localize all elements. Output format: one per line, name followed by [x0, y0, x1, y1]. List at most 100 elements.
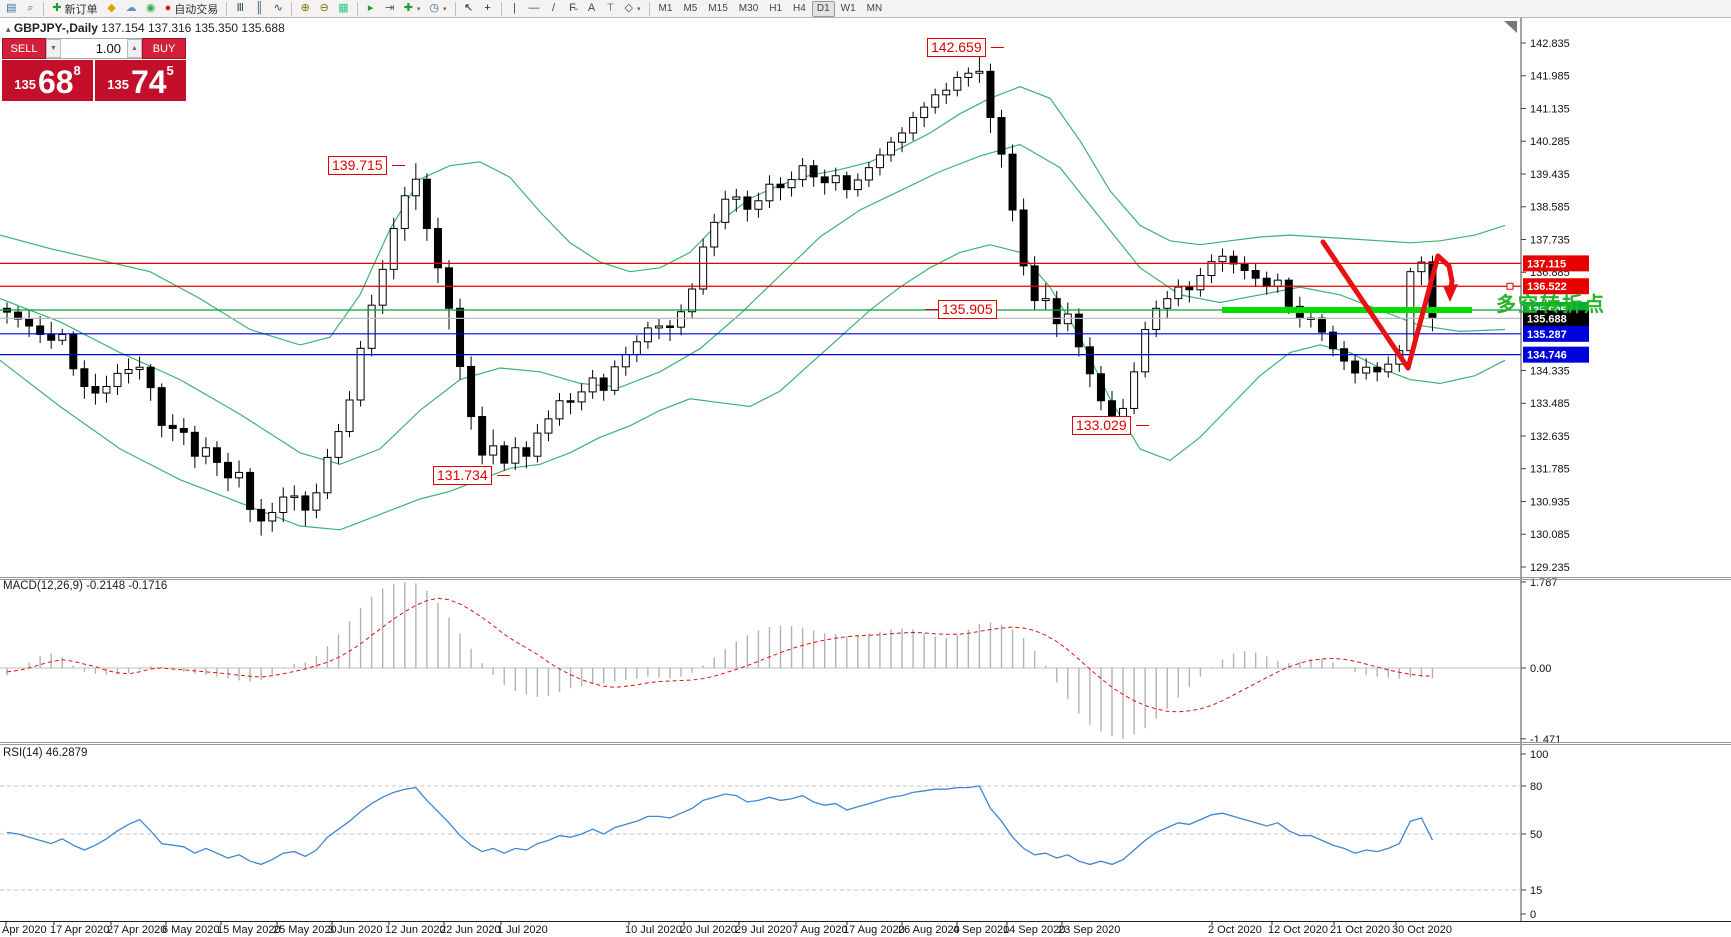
trend-arrow-up-leg[interactable] — [1405, 253, 1441, 371]
zoom-in-icon: ⊕ — [300, 2, 310, 14]
candle-bull — [577, 391, 586, 403]
date-label: 7 Aug 2020 — [792, 924, 848, 936]
volume-down-button[interactable]: ▼ — [46, 39, 61, 58]
vertical-line-icon[interactable]: | — [506, 1, 524, 17]
candle-bear — [47, 333, 56, 341]
candle-bull — [1362, 366, 1371, 374]
candle-bull — [1273, 279, 1282, 287]
annotation-leader-line — [392, 165, 405, 166]
sell-button[interactable]: SELL — [2, 38, 46, 59]
date-label: 17 Apr 2020 — [50, 924, 110, 936]
chart-shift-icon[interactable]: ⇥ — [381, 1, 399, 17]
crosshair-icon: + — [484, 2, 491, 14]
candle-bull — [235, 471, 244, 479]
timeframe-h4-button[interactable]: H4 — [793, 3, 806, 14]
candle-bear — [820, 176, 829, 184]
candle-bear — [157, 387, 166, 426]
date-label: 22 Jun 2020 — [440, 924, 501, 936]
price-marker-136.522 — [1523, 278, 1589, 295]
indicators-icon[interactable]: ✚ ▾ — [400, 1, 425, 17]
cloud-icon[interactable]: ☁ — [122, 1, 141, 17]
fibonacci-icon[interactable]: F̵ — [564, 1, 582, 17]
buy-price-pips: 74 — [130, 64, 167, 100]
text-icon[interactable]: A — [583, 1, 601, 17]
trend-arrow-down-leg[interactable] — [1320, 239, 1411, 371]
periods-icon[interactable]: ◷ ▾ — [425, 1, 450, 17]
text-label-icon[interactable]: T — [602, 1, 620, 17]
pivot-zone-band[interactable] — [1222, 307, 1472, 314]
bar-chart-icon[interactable]: Ⅲ — [231, 1, 249, 17]
zoom-out-icon[interactable]: ⊖ — [315, 1, 333, 17]
timeframe-m5-button[interactable]: M5 — [683, 3, 698, 14]
date-label: 3 Jun 2020 — [328, 924, 383, 936]
auto-scroll-icon[interactable]: ▸ — [362, 1, 380, 17]
price-annotation-135.905[interactable]: 135.905 — [938, 300, 997, 319]
hline-handle[interactable] — [1506, 282, 1514, 290]
timeframe-mn-button[interactable]: MN — [866, 3, 883, 14]
chart-shift-marker[interactable] — [1504, 21, 1517, 33]
volume-up-button[interactable]: ▲ — [127, 39, 142, 58]
candle-bull — [400, 195, 409, 230]
candle-bear — [1030, 265, 1039, 302]
timeframe-m15-button[interactable]: M15 — [708, 3, 728, 14]
price-annotation-131.734[interactable]: 131.734 — [433, 466, 492, 485]
candle-bull — [345, 399, 354, 433]
sell-price[interactable]: 135 68 8 — [2, 60, 93, 101]
candle-bull — [654, 325, 663, 329]
candle-bear — [809, 165, 818, 178]
date-label: 23 Sep 2020 — [1058, 924, 1121, 936]
timeframe-w1-button[interactable]: W1 — [840, 3, 856, 14]
trend-arrow-head[interactable] — [1443, 284, 1458, 302]
candle-bull — [643, 327, 652, 343]
candle-bull — [621, 354, 630, 368]
crosshair-icon[interactable]: + — [479, 1, 497, 17]
tile-windows-icon[interactable]: ▦ — [334, 1, 352, 17]
fibonacci-icon: F̵ — [569, 2, 576, 14]
macd-label: MACD(12,26,9) -0.2148 -0.1716 — [3, 580, 168, 592]
new-order-button[interactable]: ✚ 新订单 — [48, 1, 101, 17]
gold-icon[interactable]: ◆ — [103, 1, 121, 17]
text-icon: A — [587, 2, 596, 14]
candle-bull — [124, 369, 133, 374]
cursor-icon[interactable]: ↖ — [460, 1, 478, 17]
buy-button[interactable]: BUY — [142, 38, 186, 59]
buy-price[interactable]: 135 74 5 — [95, 60, 186, 101]
market-watch-icon[interactable]: ⌕ — [21, 1, 39, 17]
pivot-annotation-text[interactable]: 多空转折点 — [1496, 294, 1606, 316]
rsi-line — [6, 785, 1434, 866]
chevron-down-icon[interactable]: ▾ — [637, 5, 641, 13]
price-annotation-142.659[interactable]: 142.659 — [927, 38, 986, 57]
candle-bull — [489, 445, 498, 456]
candlestick-chart-icon[interactable]: ║ — [250, 1, 268, 17]
price-axis-tick-label: 133.485 — [1530, 398, 1570, 410]
candle-bull — [898, 132, 907, 143]
price-annotation-139.715[interactable]: 139.715 — [328, 156, 387, 175]
price-annotation-133.029[interactable]: 133.029 — [1072, 416, 1131, 435]
annotation-leader-line — [497, 475, 510, 476]
sell-price-fraction: 8 — [73, 63, 81, 78]
signal-icon[interactable]: ◉ — [142, 1, 160, 17]
candle-bear — [1019, 209, 1028, 267]
line-chart-icon[interactable]: ∿ — [269, 1, 287, 17]
candle-bear — [146, 366, 155, 389]
text-label-icon: T — [607, 2, 614, 14]
timeframe-h1-button[interactable]: H1 — [769, 3, 783, 14]
candle-bull — [312, 492, 321, 511]
chevron-down-icon[interactable]: ▾ — [443, 5, 447, 13]
timeframe-d1-button[interactable]: D1 — [811, 0, 835, 17]
shapes-icon[interactable]: ◇ ▾ — [621, 1, 645, 17]
timeframe-m1-button[interactable]: M1 — [658, 3, 673, 14]
timeframe-m30-button[interactable]: M30 — [738, 3, 759, 14]
candle-bear — [1284, 279, 1293, 307]
new-chart-window-icon[interactable]: ▤ — [2, 1, 20, 17]
volume-value[interactable]: 1.00 — [95, 41, 121, 56]
annotation-leader-line — [991, 47, 1004, 48]
trendline-icon[interactable]: / — [545, 1, 563, 17]
auto-trading-button[interactable]: ● 自动交易 — [161, 1, 223, 17]
candle-bull — [920, 106, 929, 119]
date-label: 4 Sep 2020 — [953, 924, 1010, 936]
horizontal-line-icon[interactable]: — — [525, 1, 544, 17]
chevron-down-icon[interactable]: ▾ — [416, 5, 421, 13]
zoom-in-icon[interactable]: ⊕ — [296, 1, 314, 17]
